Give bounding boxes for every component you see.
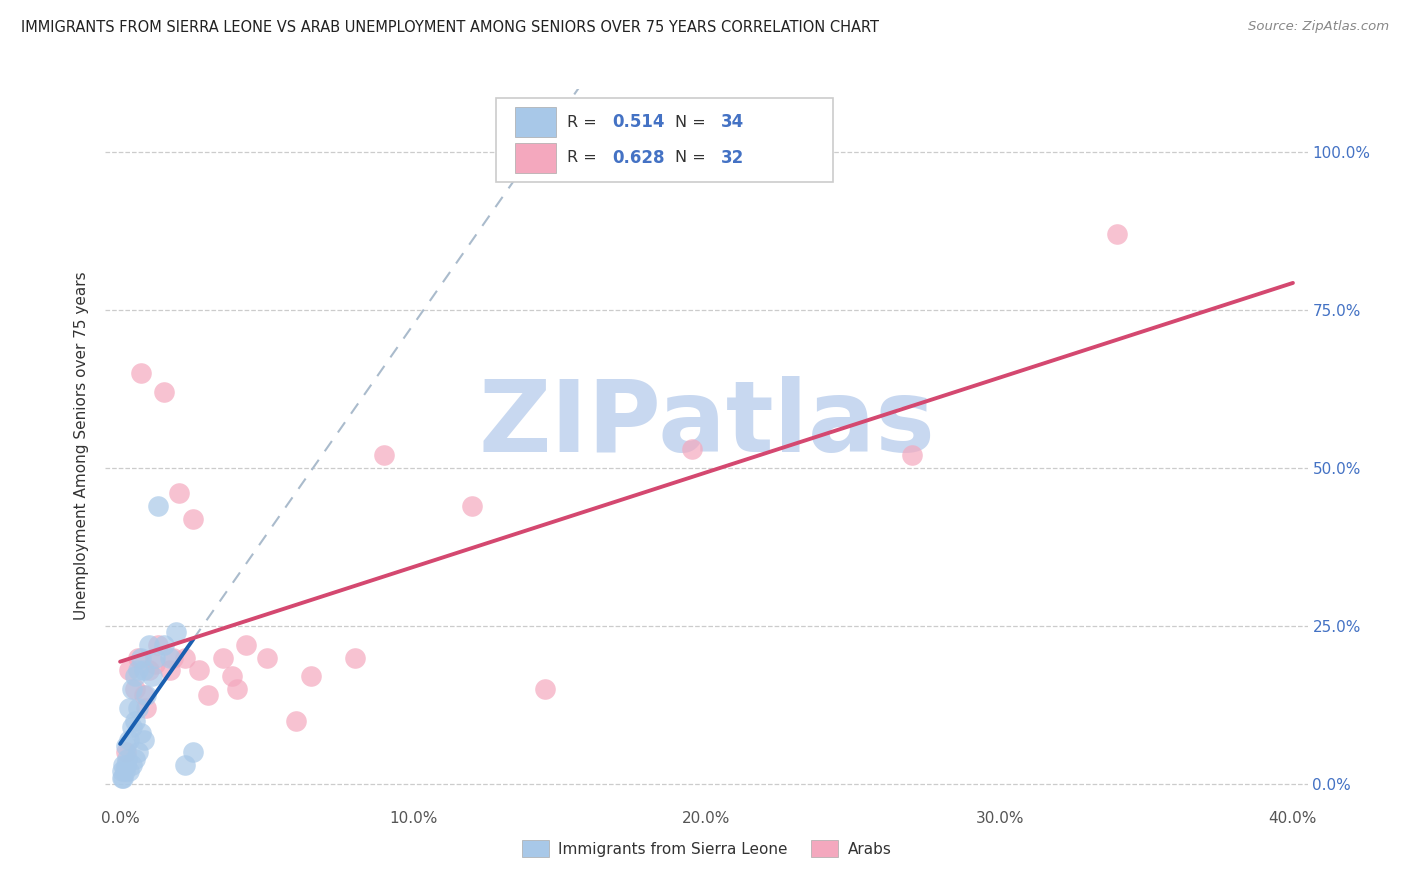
Point (117, 751, 139, 765)
Point (132, 663, 155, 677)
Point (900, 449, 922, 463)
Point (118, 663, 141, 677)
Point (127, 650, 149, 665)
Text: IMMIGRANTS FROM SIERRA LEONE VS ARAB UNEMPLOYMENT AMONG SENIORS OVER 75 YEARS CO: IMMIGRANTS FROM SIERRA LEONE VS ARAB UNE… (21, 20, 879, 35)
Point (132, 689, 155, 703)
Point (226, 682, 249, 697)
Point (183, 511, 205, 525)
Point (112, 758, 135, 772)
Point (121, 682, 143, 697)
Point (148, 638, 170, 652)
Text: R =: R = (567, 150, 602, 165)
Point (129, 650, 152, 665)
FancyBboxPatch shape (516, 107, 557, 137)
Y-axis label: Unemployment Among Seniors over 75 years: Unemployment Among Seniors over 75 years (75, 272, 90, 620)
Point (159, 650, 181, 665)
Legend: Immigrants from Sierra Leone, Arabs: Immigrants from Sierra Leone, Arabs (516, 834, 897, 863)
Point (153, 638, 176, 652)
Point (197, 689, 219, 703)
Point (114, 764, 136, 779)
Point (138, 638, 160, 652)
Point (373, 449, 395, 463)
Point (127, 701, 149, 715)
Point (124, 751, 146, 765)
Point (127, 663, 149, 677)
Point (118, 701, 141, 715)
Point (115, 739, 138, 753)
Point (173, 758, 195, 772)
Point (127, 745, 149, 759)
Point (110, 771, 132, 785)
Point (162, 650, 184, 665)
Point (221, 669, 243, 683)
Point (285, 714, 308, 728)
Point (141, 669, 163, 683)
Point (235, 638, 257, 652)
FancyBboxPatch shape (496, 98, 832, 182)
Point (299, 669, 322, 683)
FancyBboxPatch shape (516, 143, 557, 172)
Point (132, 732, 155, 747)
Text: ZIPatlas: ZIPatlas (478, 376, 935, 473)
Point (121, 720, 143, 734)
Point (165, 625, 187, 640)
Point (461, 499, 484, 513)
Point (138, 663, 160, 677)
Point (167, 486, 190, 500)
Point (173, 650, 195, 665)
Point (211, 650, 233, 665)
Point (343, 650, 366, 665)
Point (143, 650, 166, 665)
Point (1105, 227, 1128, 242)
Point (115, 758, 138, 772)
Point (124, 669, 146, 683)
Text: 0.628: 0.628 (613, 149, 665, 167)
Point (135, 701, 157, 715)
Text: 0.514: 0.514 (613, 113, 665, 131)
Point (153, 385, 176, 400)
Point (183, 745, 205, 759)
Point (115, 745, 138, 759)
Point (159, 663, 181, 677)
Text: 34: 34 (721, 113, 744, 131)
Point (129, 726, 152, 740)
Text: N =: N = (675, 150, 711, 165)
Text: R =: R = (567, 115, 602, 129)
Point (111, 764, 134, 779)
Point (143, 657, 166, 671)
Point (129, 367, 152, 381)
Point (124, 714, 146, 728)
Point (124, 682, 146, 697)
Point (135, 689, 157, 703)
Point (148, 499, 170, 513)
Point (681, 442, 703, 457)
Text: N =: N = (675, 115, 711, 129)
Point (118, 732, 141, 747)
Text: Source: ZipAtlas.com: Source: ZipAtlas.com (1249, 20, 1389, 33)
Point (534, 682, 557, 697)
Point (118, 764, 141, 779)
Point (121, 758, 143, 772)
Point (112, 771, 135, 785)
Point (188, 663, 211, 677)
Text: 32: 32 (721, 149, 744, 167)
Point (256, 650, 278, 665)
